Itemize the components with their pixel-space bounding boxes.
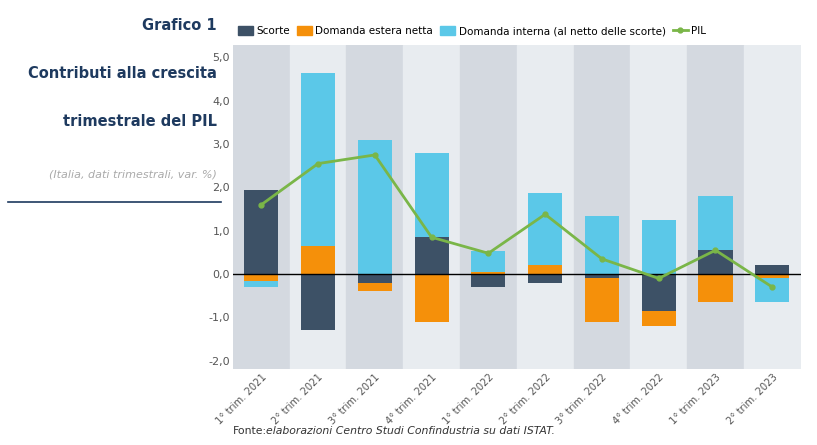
Bar	[585, 279, 619, 322]
Bar	[301, 73, 335, 246]
Text: Fonte:: Fonte:	[233, 426, 267, 436]
Bar	[755, 274, 789, 279]
Bar	[471, 251, 506, 272]
Bar	[244, 274, 279, 280]
Bar	[471, 272, 506, 274]
Bar	[641, 220, 676, 274]
Bar	[460, 44, 517, 369]
Bar	[755, 265, 789, 274]
Bar	[585, 274, 619, 279]
Bar	[414, 153, 449, 237]
Bar	[301, 274, 335, 330]
Bar	[699, 250, 733, 274]
Legend: Scorte, Domanda estera netta, Domanda interna (al netto delle scorte), PIL: Scorte, Domanda estera netta, Domanda in…	[238, 26, 706, 36]
Bar	[631, 44, 687, 369]
Bar	[414, 237, 449, 274]
Bar	[755, 279, 789, 302]
Text: (Italia, dati trimestrali, var. %): (Italia, dati trimestrali, var. %)	[49, 169, 217, 179]
Bar	[358, 274, 392, 283]
Bar	[414, 274, 449, 322]
Bar	[528, 274, 562, 283]
Bar	[641, 274, 676, 311]
Bar	[687, 44, 743, 369]
Text: Grafico 1: Grafico 1	[142, 18, 217, 33]
Bar	[244, 190, 279, 274]
Text: elaborazioni Centro Studi Confindustria su dati ISTAT.: elaborazioni Centro Studi Confindustria …	[266, 426, 555, 436]
Bar	[358, 283, 392, 291]
Text: trimestrale del PIL: trimestrale del PIL	[63, 114, 217, 129]
Bar	[743, 44, 801, 369]
Bar	[699, 274, 733, 302]
Bar	[289, 44, 346, 369]
Bar	[244, 280, 279, 287]
Bar	[471, 274, 506, 287]
Bar	[528, 193, 562, 264]
Text: Contributi alla crescita: Contributi alla crescita	[28, 66, 217, 81]
Bar	[233, 44, 289, 369]
Bar	[574, 44, 631, 369]
Bar	[358, 140, 392, 274]
Bar	[641, 311, 676, 326]
Bar	[517, 44, 574, 369]
Bar	[699, 196, 733, 250]
Bar	[585, 215, 619, 274]
Bar	[301, 246, 335, 274]
Bar	[346, 44, 404, 369]
Bar	[404, 44, 460, 369]
Bar	[528, 264, 562, 274]
